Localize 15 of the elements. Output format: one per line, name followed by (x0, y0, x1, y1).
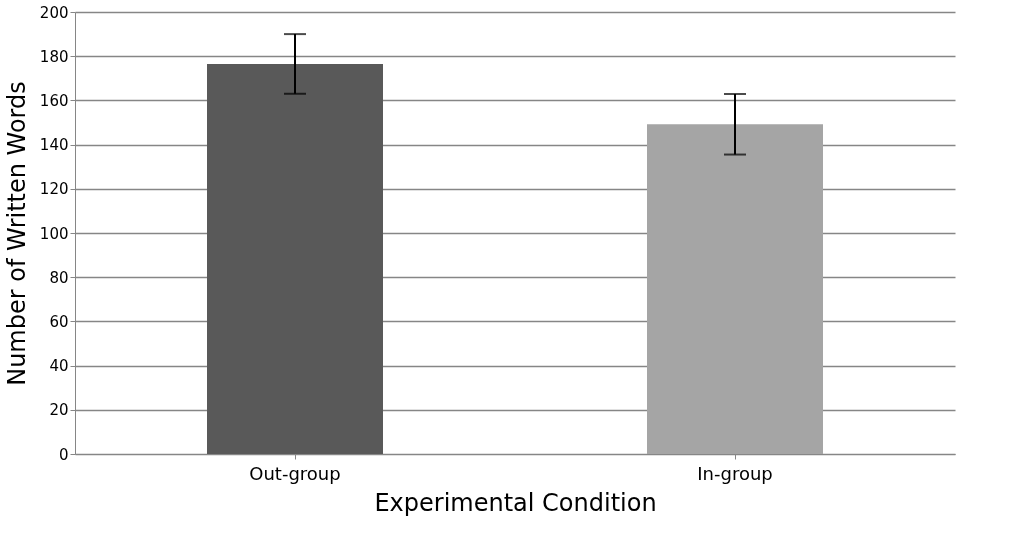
x-axis-title: Experimental Condition (374, 488, 657, 517)
x-tick-label: In-group (697, 462, 773, 484)
y-tick-label: 200 (39, 3, 69, 22)
y-tick-label: 120 (39, 180, 69, 199)
y-tick-label: 80 (49, 268, 69, 287)
y-tick-label: 0 (58, 445, 69, 464)
y-tick-label: 140 (39, 136, 69, 155)
y-tick-label: 160 (39, 91, 69, 110)
y-tick-label: 20 (49, 401, 69, 420)
y-tick-label: 100 (39, 224, 69, 243)
y-tick-label: 180 (39, 47, 69, 66)
y-tick-label: 40 (49, 357, 69, 376)
y-tick-label: 60 (49, 312, 69, 331)
y-axis-title: Number of Written Words (2, 81, 31, 386)
x-tick-label: Out-group (249, 462, 341, 484)
